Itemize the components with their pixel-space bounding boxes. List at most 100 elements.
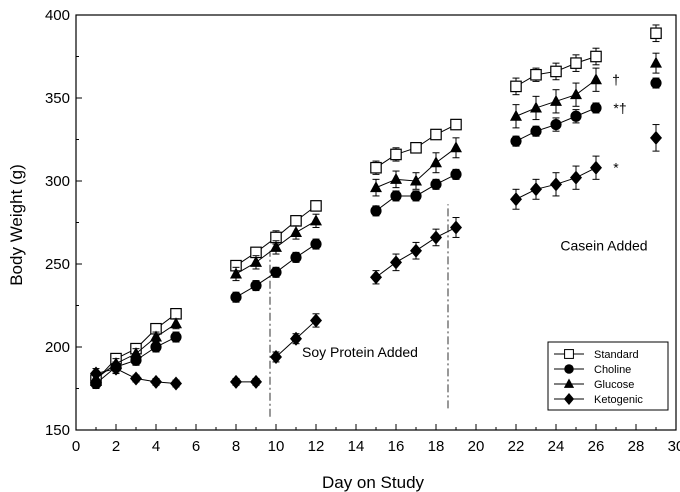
data-point xyxy=(590,160,602,175)
data-point xyxy=(230,291,242,303)
x-tick-label: 26 xyxy=(588,438,605,455)
y-tick-label: 250 xyxy=(45,256,70,273)
data-point xyxy=(510,109,522,121)
data-point xyxy=(530,125,542,137)
axis-ticks: 0246810121416182022242628301502002503003… xyxy=(45,7,680,455)
data-point xyxy=(430,156,442,168)
data-point xyxy=(510,80,522,93)
data-point xyxy=(290,251,302,263)
data-point xyxy=(530,68,542,81)
x-tick-label: 22 xyxy=(508,438,525,455)
data-point xyxy=(450,168,462,180)
data-point xyxy=(370,161,382,174)
data-point xyxy=(410,142,422,154)
series-standard xyxy=(90,24,662,388)
plot-area xyxy=(90,24,662,391)
legend-entry: Glucose xyxy=(594,379,634,391)
y-tick-label: 200 xyxy=(45,339,70,356)
data-point xyxy=(230,267,242,279)
y-tick-label: 300 xyxy=(45,173,70,190)
annotation-label: * xyxy=(613,160,619,176)
data-point xyxy=(550,65,562,78)
data-point xyxy=(170,317,182,329)
data-point xyxy=(590,102,602,114)
data-point xyxy=(390,172,402,184)
x-tick-label: 8 xyxy=(232,438,240,455)
data-point xyxy=(510,135,522,147)
legend-marker xyxy=(563,378,575,388)
data-point xyxy=(310,214,322,226)
annotation-label: Soy Protein Added xyxy=(302,344,418,360)
y-tick-label: 150 xyxy=(45,422,70,439)
data-point xyxy=(450,141,462,153)
data-point xyxy=(550,177,562,192)
x-tick-label: 10 xyxy=(268,438,285,455)
x-tick-label: 18 xyxy=(428,438,445,455)
data-point xyxy=(450,118,462,131)
x-tick-label: 12 xyxy=(308,438,325,455)
event-markers xyxy=(269,204,449,417)
x-tick-label: 4 xyxy=(152,438,160,455)
x-tick-label: 30 xyxy=(668,438,680,455)
data-point xyxy=(90,366,102,381)
data-point xyxy=(150,374,162,389)
data-point xyxy=(650,56,662,68)
annotation-label: † xyxy=(612,72,620,88)
data-point xyxy=(110,361,122,376)
y-axis-title: Body Weight (g) xyxy=(7,164,26,286)
data-point xyxy=(570,170,582,185)
data-point xyxy=(370,181,382,193)
data-point xyxy=(410,243,422,258)
data-point xyxy=(230,374,242,389)
legend-entry: Choline xyxy=(594,364,631,376)
legend: Standard Choline Glucose Ketogenic xyxy=(547,341,669,411)
data-point xyxy=(410,190,422,202)
data-point xyxy=(370,205,382,217)
annotations: Soy Protein Added Casein Added † *† * xyxy=(302,72,648,360)
annotation-label: *† xyxy=(613,100,626,116)
data-point xyxy=(390,255,402,270)
data-point xyxy=(650,77,662,89)
x-tick-label: 16 xyxy=(388,438,405,455)
data-point xyxy=(530,101,542,113)
data-point xyxy=(250,374,262,389)
data-point xyxy=(550,118,562,131)
data-point xyxy=(290,225,302,237)
x-tick-label: 6 xyxy=(192,438,200,455)
x-axis-title: Day on Study xyxy=(322,473,425,492)
data-point xyxy=(170,331,182,343)
x-tick-label: 28 xyxy=(628,438,645,455)
data-point xyxy=(130,371,142,386)
data-point xyxy=(290,215,302,227)
x-tick-label: 14 xyxy=(348,438,365,455)
legend-entry: Ketogenic xyxy=(594,394,643,406)
x-tick-label: 0 xyxy=(72,438,80,455)
data-point xyxy=(290,331,302,346)
y-tick-label: 400 xyxy=(45,7,70,24)
data-point xyxy=(650,27,662,40)
annotation-label: Casein Added xyxy=(560,238,647,254)
data-point xyxy=(570,110,582,122)
data-point xyxy=(510,192,522,207)
data-point xyxy=(130,347,142,359)
data-point xyxy=(450,220,462,235)
data-point xyxy=(310,238,322,250)
data-point xyxy=(270,349,282,364)
legend-entry: Standard xyxy=(594,349,639,361)
data-point xyxy=(150,330,162,342)
data-point xyxy=(250,255,262,267)
data-point xyxy=(590,73,602,85)
data-point xyxy=(270,266,282,278)
data-point xyxy=(270,240,282,252)
data-point xyxy=(430,230,442,245)
data-point xyxy=(650,130,662,145)
data-point xyxy=(370,270,382,285)
data-point xyxy=(570,88,582,100)
x-tick-label: 2 xyxy=(112,438,120,455)
data-point xyxy=(250,279,262,292)
series-ketogenic xyxy=(90,124,662,391)
data-point xyxy=(150,341,162,353)
data-point xyxy=(310,200,322,212)
data-point xyxy=(170,376,182,391)
